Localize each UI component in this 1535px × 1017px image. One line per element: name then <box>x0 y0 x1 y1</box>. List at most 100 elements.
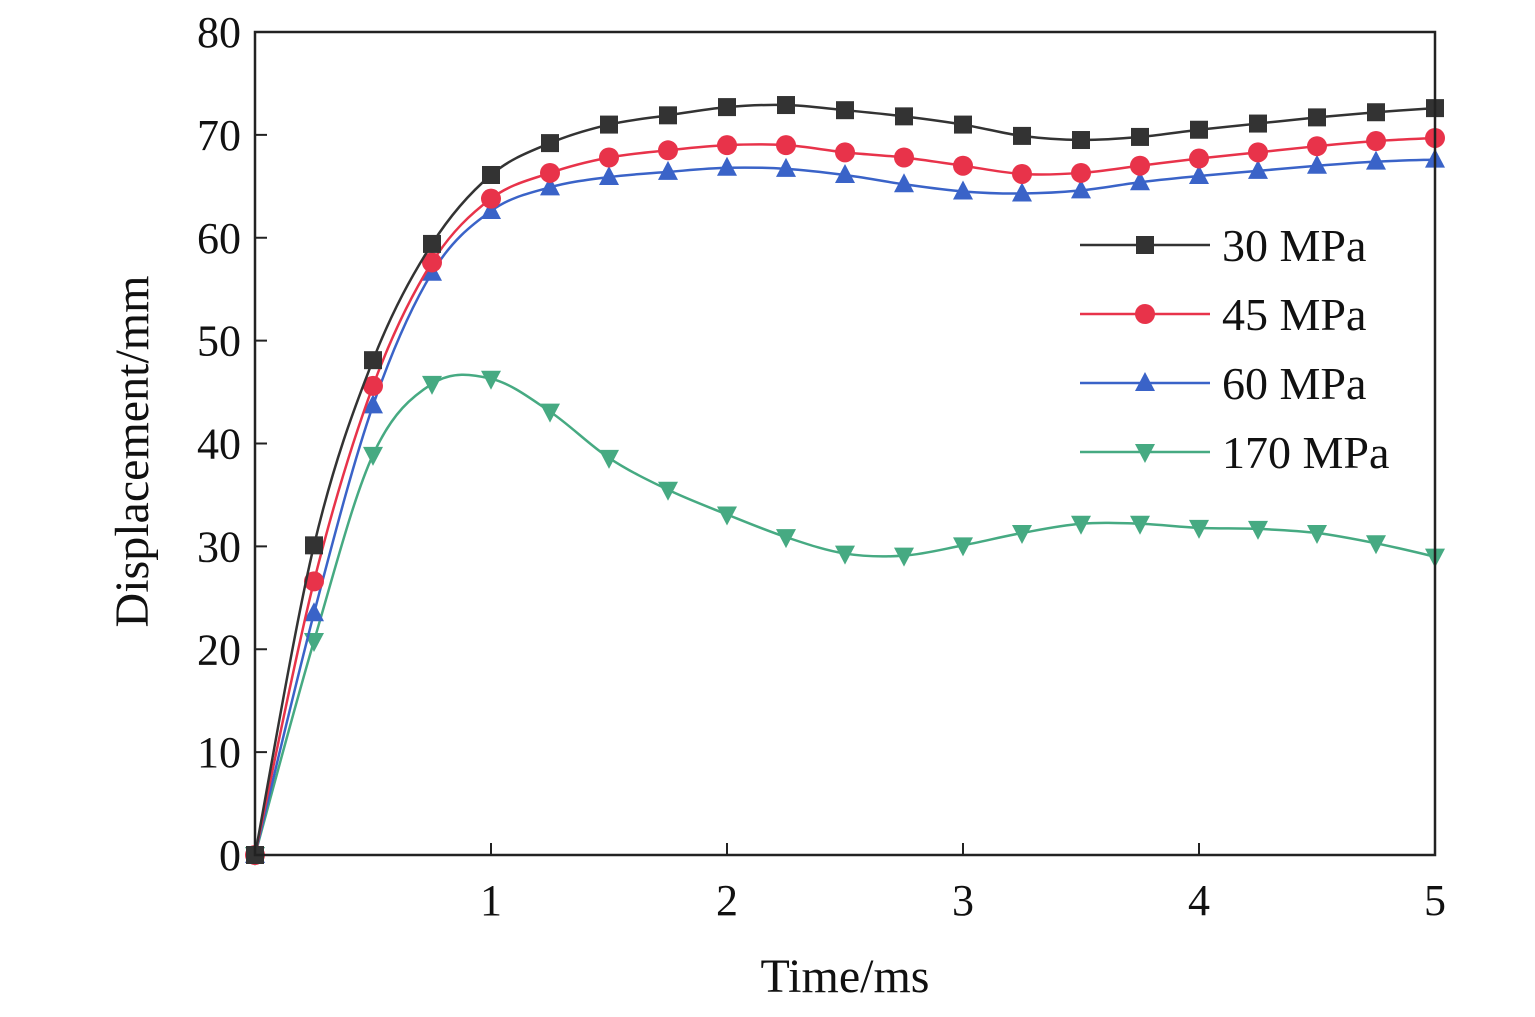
x-tick-label: 2 <box>716 876 738 925</box>
data-point <box>658 160 678 180</box>
legend: 30 MPa 45 MPa 60 MPa 170 MPa <box>1080 220 1389 478</box>
data-point <box>1189 148 1209 169</box>
data-point <box>953 180 973 200</box>
data-point <box>1307 154 1327 174</box>
data-point <box>1071 179 1091 199</box>
legend-marker <box>1136 236 1154 254</box>
legend-marker <box>1135 444 1155 463</box>
data-point <box>1366 150 1386 170</box>
axis-ticks: 0 10 20 30 40 50 60 70 80 1 2 3 4 5 <box>197 8 1446 925</box>
y-tick-label: 80 <box>197 8 241 57</box>
data-point <box>1366 131 1386 152</box>
y-tick-label: 10 <box>197 728 241 777</box>
data-point <box>894 547 914 567</box>
data-point <box>776 529 796 549</box>
series-line <box>253 103 1436 856</box>
data-point <box>659 106 677 125</box>
data-point <box>1130 515 1150 535</box>
data-point <box>836 101 854 120</box>
data-point <box>363 394 383 414</box>
data-point <box>1012 182 1032 202</box>
data-point <box>541 134 559 153</box>
data-point <box>1307 525 1327 545</box>
data-point <box>1012 163 1032 184</box>
data-point <box>364 351 382 370</box>
data-point <box>1189 165 1209 185</box>
data-point <box>599 147 619 168</box>
data-point <box>304 571 324 592</box>
x-tick-label: 3 <box>952 876 974 925</box>
data-point <box>954 115 972 134</box>
x-tick-label: 4 <box>1188 876 1210 925</box>
data-point <box>895 107 913 126</box>
data-point <box>1248 520 1268 540</box>
data-point <box>305 536 323 555</box>
data-point <box>1189 519 1209 539</box>
series-170-mpa <box>245 370 1445 866</box>
data-point <box>658 481 678 501</box>
data-point <box>658 140 678 161</box>
data-point <box>1190 120 1208 139</box>
data-point <box>1248 142 1268 163</box>
data-point <box>835 142 855 163</box>
x-tick-label: 5 <box>1424 876 1446 925</box>
data-point <box>894 147 914 168</box>
data-point <box>481 188 501 209</box>
data-point <box>1130 171 1150 191</box>
data-point <box>835 545 855 565</box>
legend-label: 45 MPa <box>1222 289 1366 340</box>
data-point <box>1131 127 1149 146</box>
data-point <box>717 135 737 156</box>
data-point <box>423 234 441 253</box>
data-point <box>540 176 560 196</box>
data-point <box>540 162 560 183</box>
y-tick-label: 30 <box>197 522 241 571</box>
data-point <box>481 200 501 220</box>
data-point <box>599 449 619 469</box>
data-point <box>599 166 619 186</box>
x-axis-title: Time/ms <box>761 950 930 1003</box>
data-point <box>1249 114 1267 133</box>
data-point <box>304 633 324 653</box>
data-point <box>1071 515 1091 535</box>
data-point <box>540 403 560 423</box>
data-point <box>1072 131 1090 150</box>
data-point <box>1366 535 1386 555</box>
data-point <box>482 165 500 184</box>
data-point <box>718 98 736 117</box>
data-point <box>422 252 442 273</box>
series-45-mpa <box>245 127 1445 865</box>
data-point <box>777 96 795 115</box>
legend-item: 45 MPa <box>1080 289 1366 340</box>
data-point <box>717 506 737 526</box>
y-tick-label: 70 <box>197 111 241 160</box>
data-point <box>953 537 973 557</box>
data-point <box>776 135 796 156</box>
data-point <box>717 156 737 176</box>
y-tick-label: 60 <box>197 214 241 263</box>
data-point <box>1071 162 1091 183</box>
data-point <box>894 173 914 193</box>
legend-item: 30 MPa <box>1080 220 1366 271</box>
data-point <box>776 157 796 177</box>
legend-marker <box>1135 304 1155 324</box>
legend-label: 30 MPa <box>1222 220 1366 271</box>
legend-label: 170 MPa <box>1222 427 1389 478</box>
data-point <box>1012 525 1032 545</box>
data-point <box>835 163 855 183</box>
data-point <box>1367 103 1385 122</box>
y-tick-label: 40 <box>197 420 241 469</box>
data-point <box>481 370 501 390</box>
data-point <box>363 375 383 396</box>
y-tick-label: 0 <box>219 831 241 880</box>
data-point <box>1013 126 1031 145</box>
legend-marker <box>1135 372 1155 391</box>
legend-item: 170 MPa <box>1080 427 1389 478</box>
series-layer <box>245 96 1445 866</box>
data-point <box>600 115 618 134</box>
data-point <box>304 602 324 622</box>
legend-item: 60 MPa <box>1080 358 1366 409</box>
y-tick-label: 50 <box>197 317 241 366</box>
